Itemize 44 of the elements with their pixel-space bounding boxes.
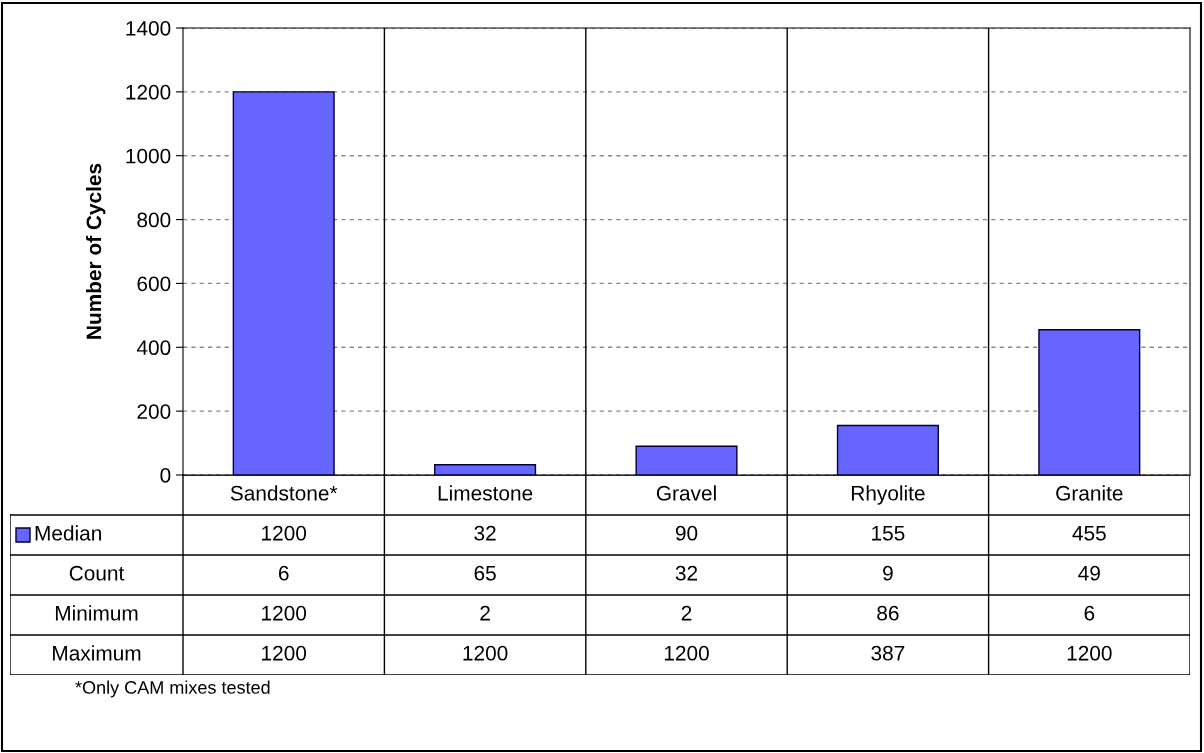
- y-tick-label: 200: [137, 404, 171, 419]
- y-tick-label: 1400: [126, 21, 171, 36]
- text: Count: [69, 565, 125, 581]
- text: 6: [1084, 605, 1095, 621]
- text: 1200: [664, 645, 709, 661]
- text: *Only CAM mixes tested: [75, 680, 270, 698]
- legend-label: Median: [35, 525, 101, 541]
- x-tick-label: Gravel: [656, 485, 716, 501]
- y-tick-label: 1200: [126, 84, 171, 100]
- text: 1200: [1067, 645, 1112, 661]
- text: 1200: [463, 645, 508, 661]
- y-tick-label: 0: [160, 468, 171, 483]
- y-axis-title: Number of Cycles: [85, 163, 106, 339]
- text: 1200: [262, 645, 307, 661]
- text: 32: [675, 565, 698, 581]
- y-tick-label: 600: [137, 276, 171, 292]
- data-label: 1200: [262, 525, 307, 541]
- bar: [434, 464, 537, 475]
- y-tick-label: 1000: [126, 148, 171, 164]
- text: 6: [278, 565, 289, 581]
- text: 9: [883, 565, 893, 581]
- text: 2: [480, 605, 490, 621]
- data-label: 32: [474, 525, 496, 541]
- bar: [232, 91, 335, 475]
- text: Minimum: [55, 605, 138, 621]
- x-tick-label: Rhyolite: [851, 485, 925, 505]
- x-tick-label: Limestone: [438, 485, 533, 501]
- text: 2: [681, 605, 692, 621]
- bar: [635, 445, 738, 475]
- y-tick-label: 400: [136, 340, 171, 356]
- x-tick-label: Granite: [1056, 485, 1123, 501]
- text: 49: [1078, 565, 1100, 581]
- x-tick-label: Sandstone*: [230, 485, 338, 501]
- bar: [836, 424, 939, 475]
- text: Maximum: [53, 645, 141, 661]
- text: 86: [877, 605, 899, 621]
- y-tick-label: 800: [137, 212, 171, 228]
- text: 1200: [262, 605, 307, 621]
- bar: [1038, 329, 1141, 475]
- data-label: 155: [872, 526, 905, 541]
- data-label: 455: [1072, 526, 1106, 541]
- data-label: 90: [675, 525, 698, 541]
- text: 65: [474, 565, 496, 581]
- text: 387: [871, 645, 905, 661]
